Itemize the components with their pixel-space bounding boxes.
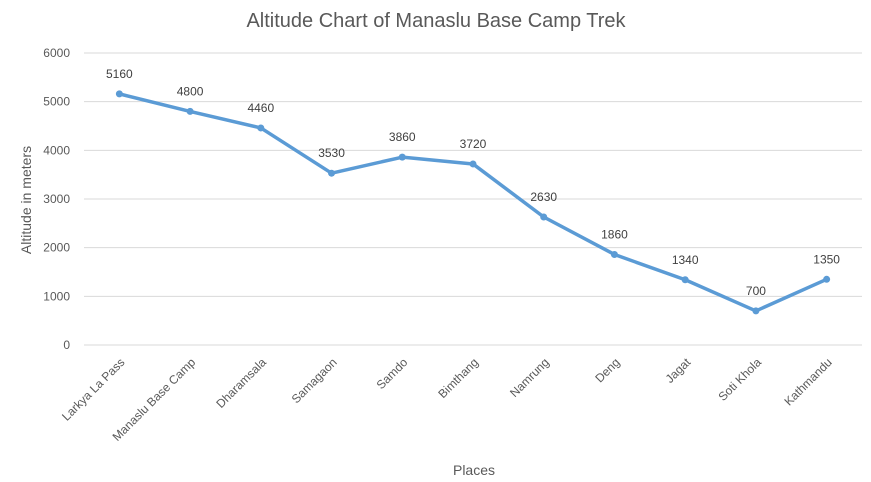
data-point [398, 153, 406, 161]
chart-title: Altitude Chart of Manaslu Base Camp Trek [246, 10, 626, 32]
x-tick-label: Bimthang [435, 355, 481, 401]
data-label: 1350 [813, 252, 840, 266]
y-axis-ticks: 0 1000 2000 3000 4000 5000 6000 [43, 46, 70, 352]
data-point [681, 276, 689, 284]
y-tick-label: 5000 [43, 95, 70, 109]
data-label: 5160 [106, 67, 133, 81]
x-tick-label: Larkya La Pass [59, 355, 127, 423]
data-point [257, 124, 265, 132]
x-axis-title: Places [453, 462, 495, 478]
x-tick-label: Jagat [663, 355, 694, 386]
data-point [469, 160, 477, 168]
x-tick-label: Namrung [507, 355, 552, 400]
x-tick-label: Kathmandu [781, 355, 834, 408]
x-tick-label: Samdo [374, 355, 411, 392]
series-line [117, 92, 829, 313]
data-label: 3720 [460, 137, 487, 151]
data-point [186, 107, 194, 115]
data-point [823, 275, 831, 283]
y-axis-title: Altitude in meters [18, 146, 34, 254]
y-tick-label: 4000 [43, 143, 70, 157]
y-tick-label: 1000 [43, 289, 70, 303]
x-tick-label: Samagaon [289, 355, 340, 406]
data-point [115, 90, 123, 98]
y-tick-label: 2000 [43, 241, 70, 255]
x-tick-label: Soti Khola [715, 355, 764, 404]
data-label: 4800 [177, 84, 204, 98]
data-point [752, 307, 760, 315]
data-label: 2630 [530, 190, 557, 204]
gridlines [84, 52, 862, 346]
data-labels: 5160 4800 4460 3530 3860 3720 2630 1860 1340 700 1… [106, 67, 840, 298]
data-label: 4460 [247, 101, 274, 115]
data-label: 3530 [318, 146, 345, 160]
data-point [610, 250, 618, 258]
data-label: 1340 [672, 253, 699, 267]
data-label: 700 [746, 284, 766, 298]
data-label: 3860 [389, 130, 416, 144]
y-tick-label: 6000 [43, 46, 70, 60]
data-point [540, 213, 548, 221]
data-point [328, 169, 336, 177]
y-tick-label: 3000 [43, 192, 70, 206]
x-tick-label: Dharamsala [213, 355, 269, 411]
x-tick-label: Deng [592, 355, 622, 385]
series-group [115, 90, 831, 315]
y-tick-label: 0 [63, 338, 70, 352]
data-label: 1860 [601, 227, 628, 241]
